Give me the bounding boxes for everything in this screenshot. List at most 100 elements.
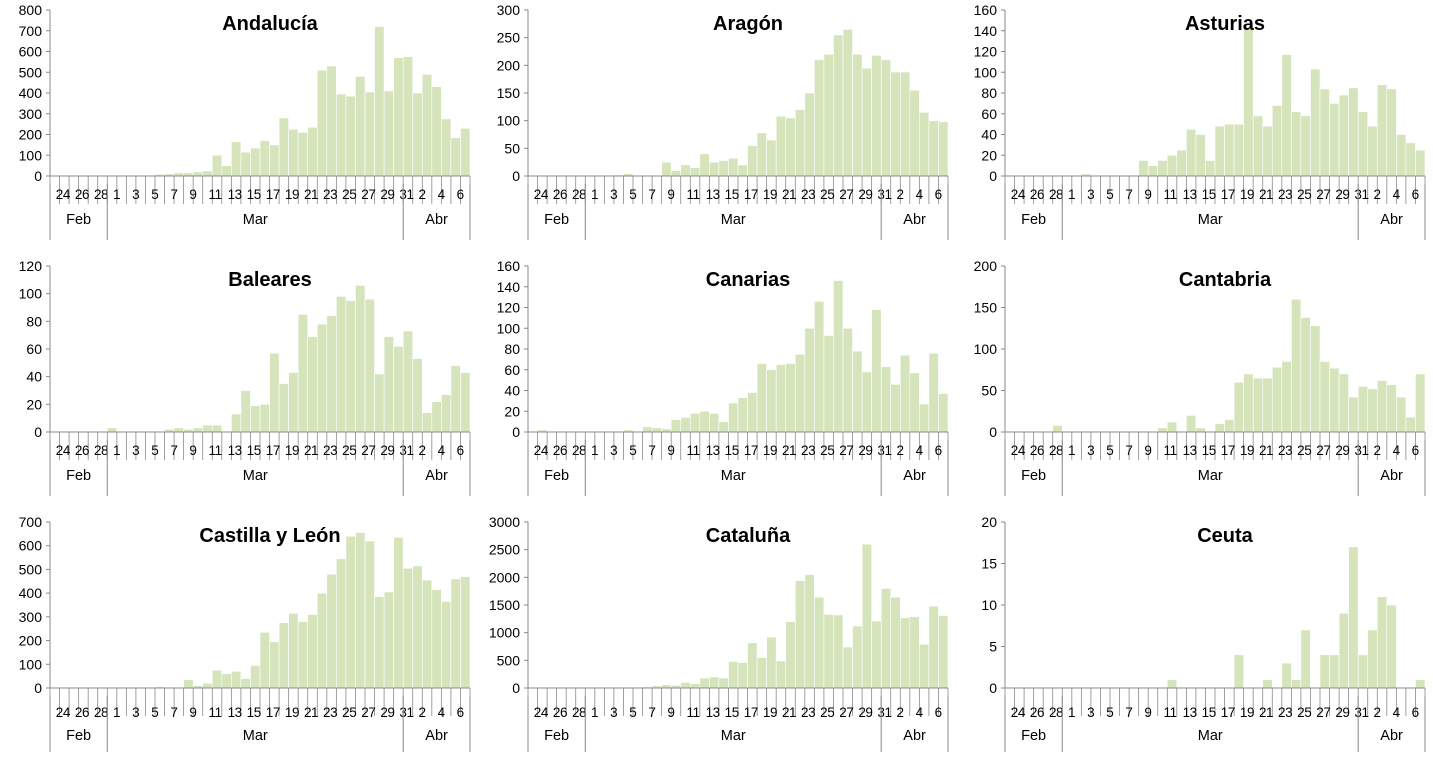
month-label: Feb [1021, 468, 1046, 484]
bar [938, 394, 948, 432]
bar [757, 364, 767, 432]
x-tick-label: 31 [877, 705, 891, 720]
x-tick-label: 4 [438, 443, 446, 458]
bar [1301, 116, 1311, 176]
y-tick-label: 20 [981, 514, 997, 530]
x-tick-label: 26 [75, 443, 89, 458]
x-tick-label: 2 [419, 705, 426, 720]
x-tick-label: 24 [56, 187, 71, 202]
bar [748, 643, 758, 688]
bar [938, 122, 948, 176]
month-label: Abr [1380, 212, 1403, 228]
bar [776, 365, 786, 432]
chart-title: Andalucía [222, 13, 318, 35]
x-tick-label: 7 [1125, 705, 1132, 720]
bar [690, 413, 700, 432]
bar [413, 93, 423, 176]
bar [375, 374, 385, 432]
y-tick-label: 20 [981, 147, 997, 163]
month-label: Abr [425, 728, 448, 744]
y-tick-label: 700 [19, 23, 43, 39]
bar [460, 373, 470, 432]
bar [1330, 655, 1340, 688]
bar [1330, 368, 1340, 432]
bar [700, 678, 710, 688]
x-tick-label: 17 [266, 443, 280, 458]
bar [709, 677, 719, 688]
y-tick-label: 150 [974, 300, 998, 316]
x-tick-label: 2 [419, 443, 426, 458]
month-label: Abr [903, 728, 926, 744]
y-tick-label: 0 [989, 424, 997, 440]
x-tick-label: 26 [1030, 443, 1044, 458]
bar [422, 74, 432, 176]
bar [843, 29, 853, 176]
x-tick-label: 27 [1316, 705, 1330, 720]
chart-title: Asturias [1185, 13, 1265, 35]
bar [881, 367, 891, 432]
y-tick-label: 300 [19, 609, 43, 625]
x-tick-label: 31 [1354, 705, 1368, 720]
y-tick-label: 250 [497, 30, 521, 46]
bar [1272, 367, 1282, 432]
bar [1320, 655, 1330, 688]
x-tick-label: 19 [285, 443, 299, 458]
month-label: Abr [1380, 468, 1403, 484]
bar [241, 679, 251, 688]
x-tick-label: 29 [858, 443, 872, 458]
x-tick-label: 3 [610, 443, 617, 458]
bar [891, 384, 901, 432]
x-tick-label: 26 [553, 705, 567, 720]
y-tick-label: 700 [19, 514, 43, 530]
bar [853, 351, 863, 432]
y-tick-label: 100 [19, 147, 43, 163]
x-tick-label: 25 [820, 443, 834, 458]
bar [709, 413, 719, 432]
bar [1358, 386, 1368, 432]
bar [814, 60, 824, 176]
x-tick-label: 1 [113, 705, 120, 720]
bar [833, 615, 843, 688]
x-tick-label: 2 [897, 443, 904, 458]
y-tick-label: 200 [19, 633, 43, 649]
x-tick-label: 6 [1412, 705, 1419, 720]
bar [929, 606, 939, 688]
chart-title: Ceuta [1197, 525, 1253, 547]
y-tick-label: 500 [497, 652, 521, 668]
bar [757, 133, 767, 176]
x-tick-label: 7 [170, 443, 177, 458]
y-tick-label: 150 [497, 85, 521, 101]
bar [327, 66, 337, 176]
bar [222, 166, 232, 176]
bar [365, 92, 375, 176]
x-tick-label: 7 [170, 705, 177, 720]
bar [1330, 103, 1340, 176]
bar [814, 301, 824, 432]
bar [1358, 112, 1368, 176]
bar [1377, 597, 1387, 688]
bar [671, 420, 681, 432]
x-tick-label: 3 [132, 705, 139, 720]
x-tick-label: 5 [151, 443, 158, 458]
x-tick-label: 2 [1374, 705, 1381, 720]
bar [212, 425, 222, 432]
x-tick-label: 5 [1106, 187, 1113, 202]
y-tick-label: 20 [504, 403, 520, 419]
x-tick-label: 31 [1354, 443, 1368, 458]
y-tick-label: 100 [497, 320, 521, 336]
x-tick-label: 4 [1393, 443, 1401, 458]
x-tick-label: 3 [610, 187, 617, 202]
bar [365, 299, 375, 432]
chart-title: Castilla y León [199, 525, 340, 547]
bar [881, 588, 891, 688]
x-tick-label: 25 [820, 705, 834, 720]
bar [1377, 85, 1387, 176]
bar [805, 328, 815, 432]
bar [862, 372, 872, 432]
month-label: Feb [66, 468, 91, 484]
x-tick-label: 13 [706, 443, 720, 458]
bar [289, 613, 299, 688]
bar [738, 165, 748, 176]
month-label: Feb [1021, 728, 1046, 744]
